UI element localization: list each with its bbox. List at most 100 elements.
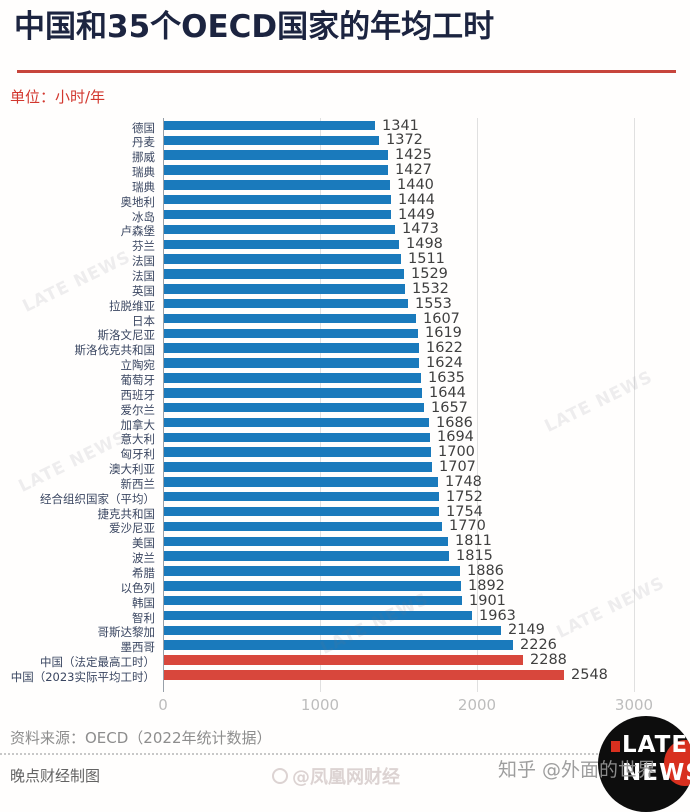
bar-value: 1440	[397, 176, 434, 193]
bar-label: 斯洛文尼亚	[97, 328, 156, 343]
bar-value: 1901	[469, 592, 506, 609]
bar-value: 1529	[411, 266, 448, 282]
bar-label: 拉脱维亚	[109, 298, 155, 313]
bar-value: 1707	[439, 459, 476, 476]
bar-value: 2149	[508, 622, 545, 639]
bar	[164, 358, 419, 368]
bar	[164, 194, 391, 205]
bar-label: 经合组织国家（平均）	[40, 491, 155, 506]
bar	[164, 269, 404, 279]
bar-label: 瑞典	[132, 179, 155, 194]
bar-value: 1624	[426, 355, 463, 372]
bar-value: 1886	[467, 563, 504, 579]
bar-value: 1748	[445, 473, 482, 490]
bar-label: 捷克共和国	[97, 506, 156, 521]
bar-value: 1811	[455, 533, 492, 550]
bar-label: 奥地利	[120, 194, 156, 209]
bar-value: 1444	[398, 191, 435, 208]
bar-value: 1607	[423, 310, 460, 327]
bar-value: 1694	[437, 429, 474, 446]
bar-value: 1425	[395, 147, 432, 164]
bar	[164, 447, 431, 457]
bar	[164, 506, 439, 517]
bar	[164, 432, 430, 443]
bar-value: 1892	[468, 577, 505, 594]
bar-label: 冰岛	[132, 209, 155, 224]
unit-label: 单位：小时/年	[10, 88, 106, 106]
bar-value: 1449	[398, 206, 435, 223]
bar	[164, 135, 379, 146]
bar-value: 1511	[408, 251, 445, 268]
bar-label: 立陶宛	[120, 358, 156, 373]
bar	[164, 417, 429, 428]
bar	[164, 180, 390, 190]
bar	[164, 120, 375, 131]
bar-value: 1657	[431, 399, 468, 416]
bar-label: 加拿大	[120, 417, 156, 432]
bar	[164, 551, 449, 561]
bar-label: 挪威	[132, 150, 155, 165]
bar	[164, 165, 388, 175]
bar-label: 法国	[132, 254, 155, 269]
bar-value: 1770	[449, 518, 486, 535]
bar-label: 瑞典	[132, 165, 155, 180]
bar-value: 1619	[425, 325, 462, 342]
bar-label: 日本	[132, 313, 155, 328]
bar	[164, 209, 391, 220]
page-title: 中国和35个OECD国家的年均工时	[14, 9, 495, 45]
bar-label: 中国（法定最高工时）	[40, 655, 155, 670]
bar-label: 丹麦	[132, 135, 155, 150]
bar	[164, 254, 401, 264]
bar	[164, 625, 501, 636]
bar-label: 智利	[132, 610, 155, 625]
bar-label: 法国	[132, 269, 155, 283]
bar	[164, 224, 395, 235]
bar-value: 1963	[479, 607, 516, 624]
bar	[164, 610, 472, 621]
bar-value: 1372	[386, 132, 423, 149]
watermark-phoenix: @凤凰网财经	[272, 763, 400, 789]
watermark-zhihu: 知乎 @外面的世界	[498, 759, 657, 781]
gridline-2000	[477, 118, 478, 692]
bar	[164, 239, 399, 249]
bar-value: 1754	[446, 503, 483, 520]
bar	[164, 284, 405, 294]
bar	[164, 640, 513, 650]
bar	[164, 477, 438, 487]
bar-label: 哥斯达黎加	[97, 625, 156, 640]
bar-label: 卢森堡	[120, 224, 156, 239]
bar-label: 爱沙尼亚	[109, 521, 155, 536]
bar-label: 中国（2023实际平均工时）	[10, 669, 155, 684]
x-tick-label: 3000	[614, 696, 654, 714]
bar-value: 2226	[520, 637, 557, 654]
watermark-phoenix-text: @凤凰网财经	[292, 767, 400, 788]
chart-credit-label: 晚点财经制图	[10, 767, 101, 785]
bar-label: 爱尔兰	[120, 402, 156, 417]
bar	[164, 491, 439, 502]
bar-label: 澳大利亚	[109, 462, 155, 477]
x-tick-label: 1000	[300, 696, 340, 714]
bar	[164, 298, 408, 309]
bar-value: 1473	[402, 221, 439, 238]
logo-text-late: LATE	[622, 732, 689, 758]
bar-value: 1752	[446, 488, 483, 505]
bar-value: 1815	[456, 548, 493, 565]
bar-label: 英国	[132, 283, 155, 298]
bar-value: 1635	[428, 369, 465, 386]
bar-value: 1341	[382, 117, 419, 134]
bar-label: 希腊	[132, 566, 155, 580]
bar-label: 意大利	[120, 432, 156, 447]
bar	[164, 536, 448, 546]
bar-label: 墨西哥	[120, 640, 156, 655]
bar	[164, 343, 419, 353]
bar-label: 斯洛伐克共和国	[74, 343, 156, 358]
x-tick-label: 0	[158, 696, 168, 714]
bar-value: 1644	[429, 384, 466, 401]
bar-label: 美国	[132, 536, 155, 551]
bar	[164, 402, 424, 413]
bar-label: 德国	[132, 120, 155, 135]
bar-label: 匈牙利	[120, 447, 156, 462]
title-divider	[17, 70, 676, 73]
bar-value: 2548	[571, 666, 608, 683]
